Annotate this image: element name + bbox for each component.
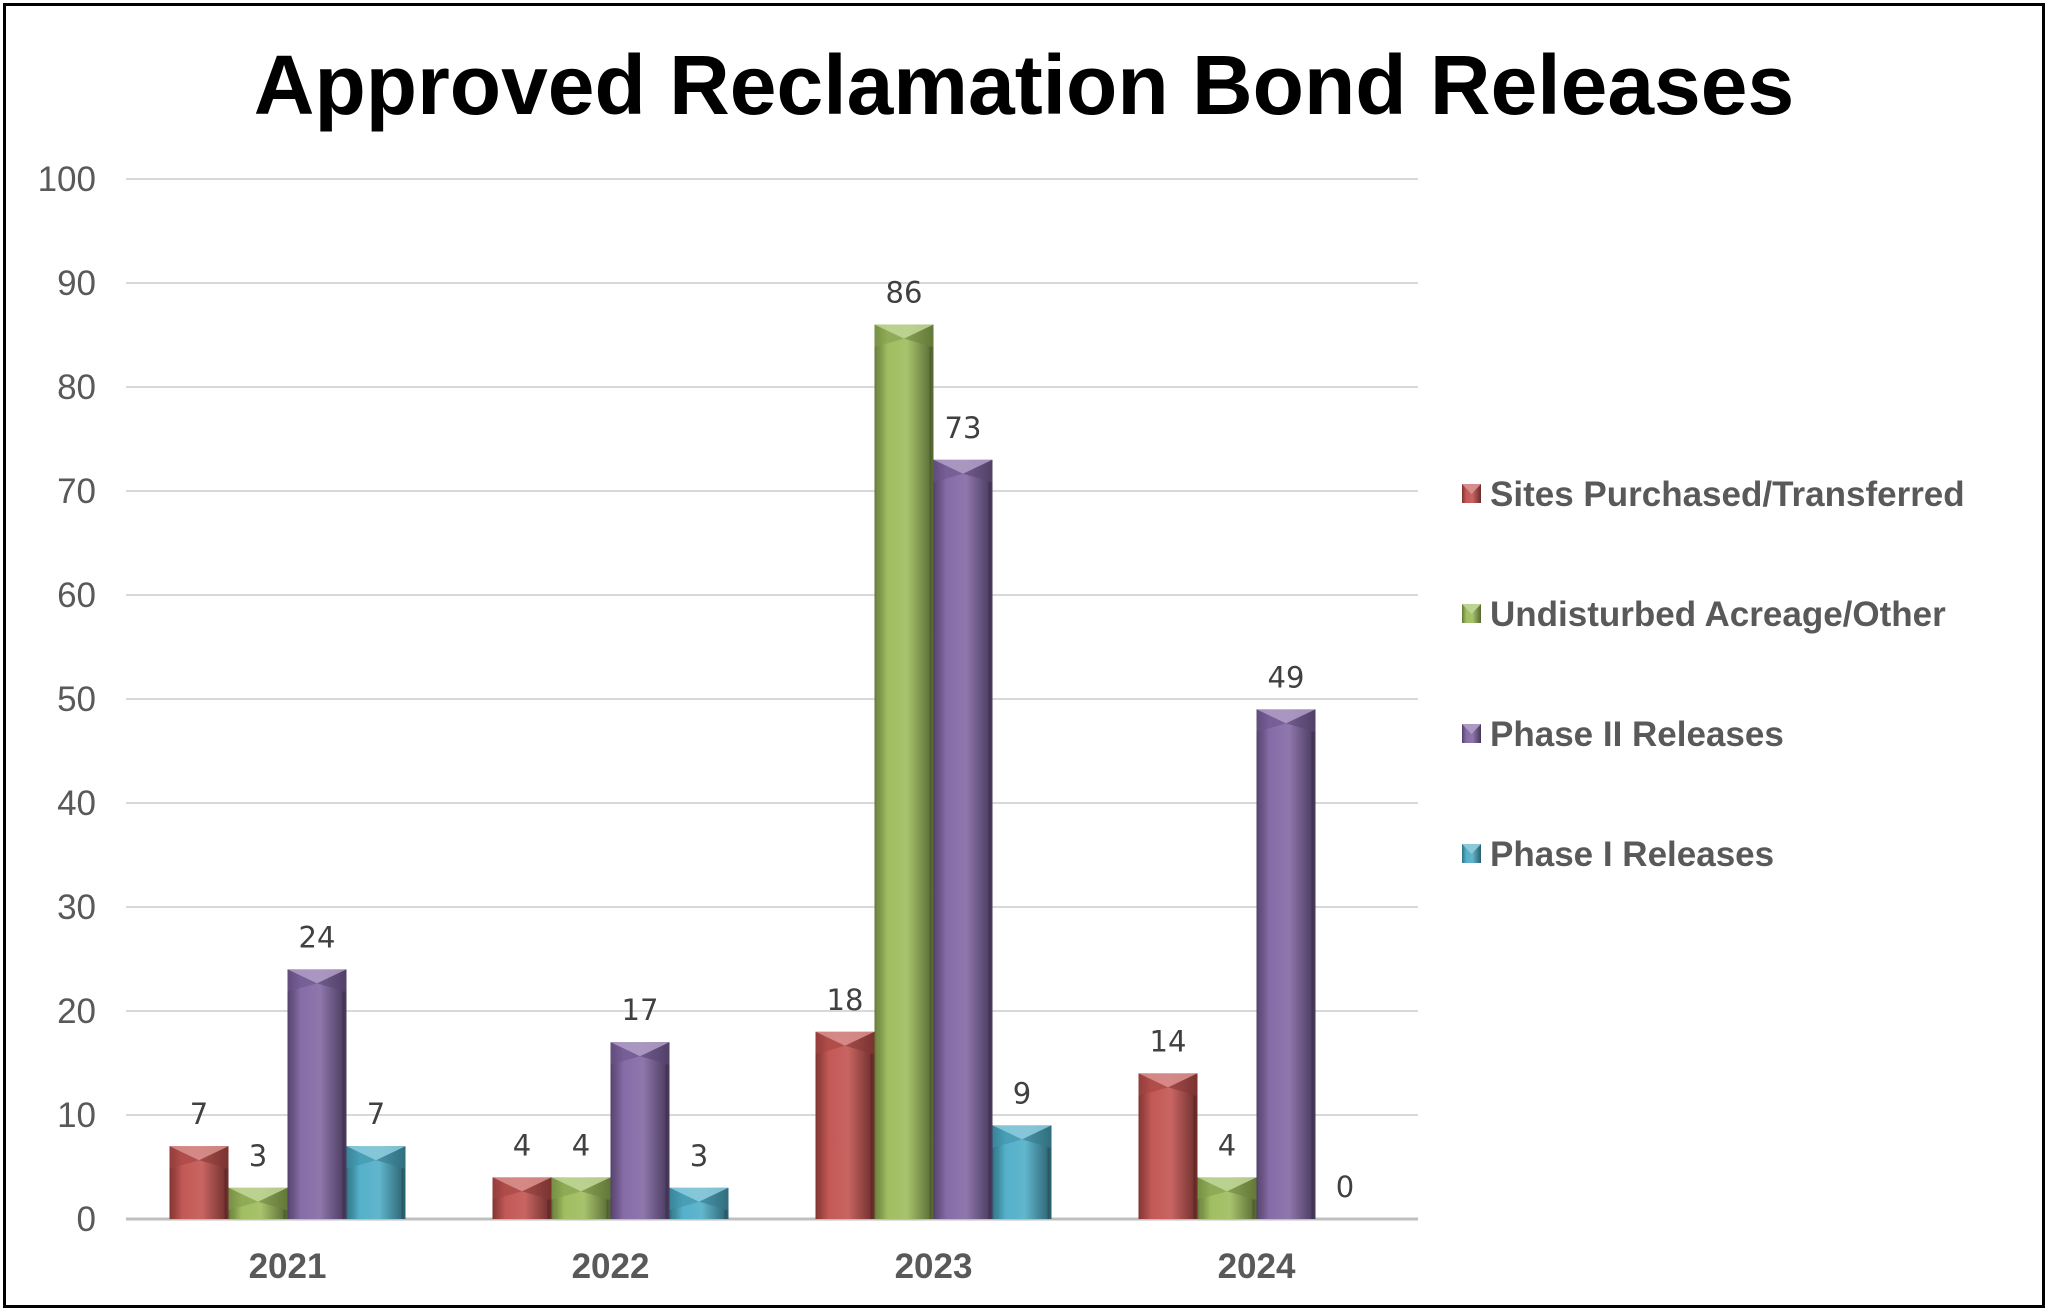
x-axis-ticks: 2021 2022 2023 2024 bbox=[249, 1247, 1296, 1286]
data-label: 17 bbox=[622, 993, 659, 1027]
data-label: 4 bbox=[572, 1128, 590, 1162]
bar-2021-0 bbox=[169, 1146, 229, 1219]
data-label: 4 bbox=[1218, 1128, 1236, 1162]
data-label: 86 bbox=[886, 276, 923, 310]
bar-2022-1 bbox=[551, 1177, 611, 1219]
y-tick-label: 60 bbox=[57, 576, 96, 615]
bar-chart: Approved Reclamation Bond Releases 0 10 20… bbox=[38, 38, 1965, 1286]
bar-2024-1 bbox=[1197, 1177, 1257, 1219]
bar-2023-0 bbox=[815, 1031, 875, 1219]
y-tick-label: 0 bbox=[77, 1200, 96, 1239]
bar-2024-2 bbox=[1256, 709, 1316, 1219]
x-tick-label: 2022 bbox=[572, 1247, 650, 1286]
bar-2023-2 bbox=[933, 459, 993, 1219]
legend-item: Sites Purchased/Transferred bbox=[1462, 475, 1965, 514]
bar-2022-2 bbox=[610, 1042, 670, 1219]
data-label: 18 bbox=[827, 983, 864, 1017]
x-tick-label: 2021 bbox=[249, 1247, 327, 1286]
legend: Sites Purchased/Transferred Undisturbed A… bbox=[1462, 475, 1965, 874]
chart-frame: Approved Reclamation Bond Releases 0 10 20… bbox=[3, 3, 2045, 1308]
x-tick-label: 2023 bbox=[895, 1247, 973, 1286]
legend-item: Phase I Releases bbox=[1462, 835, 1774, 874]
y-tick-label: 90 bbox=[57, 264, 96, 303]
bar-2024-0 bbox=[1138, 1073, 1198, 1219]
x-tick-label: 2024 bbox=[1218, 1247, 1296, 1286]
bar-2021-1 bbox=[228, 1187, 288, 1219]
data-label: 49 bbox=[1268, 660, 1305, 694]
data-label: 7 bbox=[367, 1097, 385, 1131]
y-tick-label: 50 bbox=[57, 680, 96, 719]
data-label: 7 bbox=[190, 1097, 208, 1131]
data-label: 14 bbox=[1150, 1024, 1187, 1058]
bar-2023-1 bbox=[874, 324, 934, 1220]
y-tick-label: 40 bbox=[57, 784, 96, 823]
y-tick-label: 80 bbox=[57, 368, 96, 407]
data-label: 73 bbox=[945, 411, 982, 445]
data-label: 3 bbox=[249, 1139, 267, 1173]
y-tick-label: 20 bbox=[57, 992, 96, 1031]
y-axis-ticks: 0 10 20 30 40 50 60 70 80 90 100 bbox=[38, 160, 96, 1239]
bar-2023-3 bbox=[992, 1125, 1052, 1219]
data-label: 4 bbox=[513, 1128, 531, 1162]
legend-item: Undisturbed Acreage/Other bbox=[1462, 595, 1946, 634]
legend-item: Phase II Releases bbox=[1462, 715, 1784, 754]
legend-label: Phase II Releases bbox=[1490, 715, 1784, 754]
bars bbox=[169, 324, 1316, 1220]
legend-label: Undisturbed Acreage/Other bbox=[1490, 595, 1946, 634]
bar-2022-0 bbox=[492, 1177, 552, 1219]
legend-label: Sites Purchased/Transferred bbox=[1490, 475, 1965, 514]
y-tick-label: 70 bbox=[57, 472, 96, 511]
chart-title: Approved Reclamation Bond Releases bbox=[254, 38, 1794, 132]
data-label: 0 bbox=[1336, 1170, 1354, 1204]
bar-2021-3 bbox=[346, 1146, 406, 1219]
bar-2022-3 bbox=[669, 1187, 729, 1219]
y-tick-label: 100 bbox=[38, 160, 96, 199]
data-label: 24 bbox=[299, 920, 336, 954]
bar-2021-2 bbox=[287, 969, 347, 1219]
legend-label: Phase I Releases bbox=[1490, 835, 1774, 874]
data-label: 3 bbox=[690, 1139, 708, 1173]
data-label: 9 bbox=[1013, 1076, 1031, 1110]
y-tick-label: 30 bbox=[57, 888, 96, 927]
y-tick-label: 10 bbox=[57, 1096, 96, 1135]
